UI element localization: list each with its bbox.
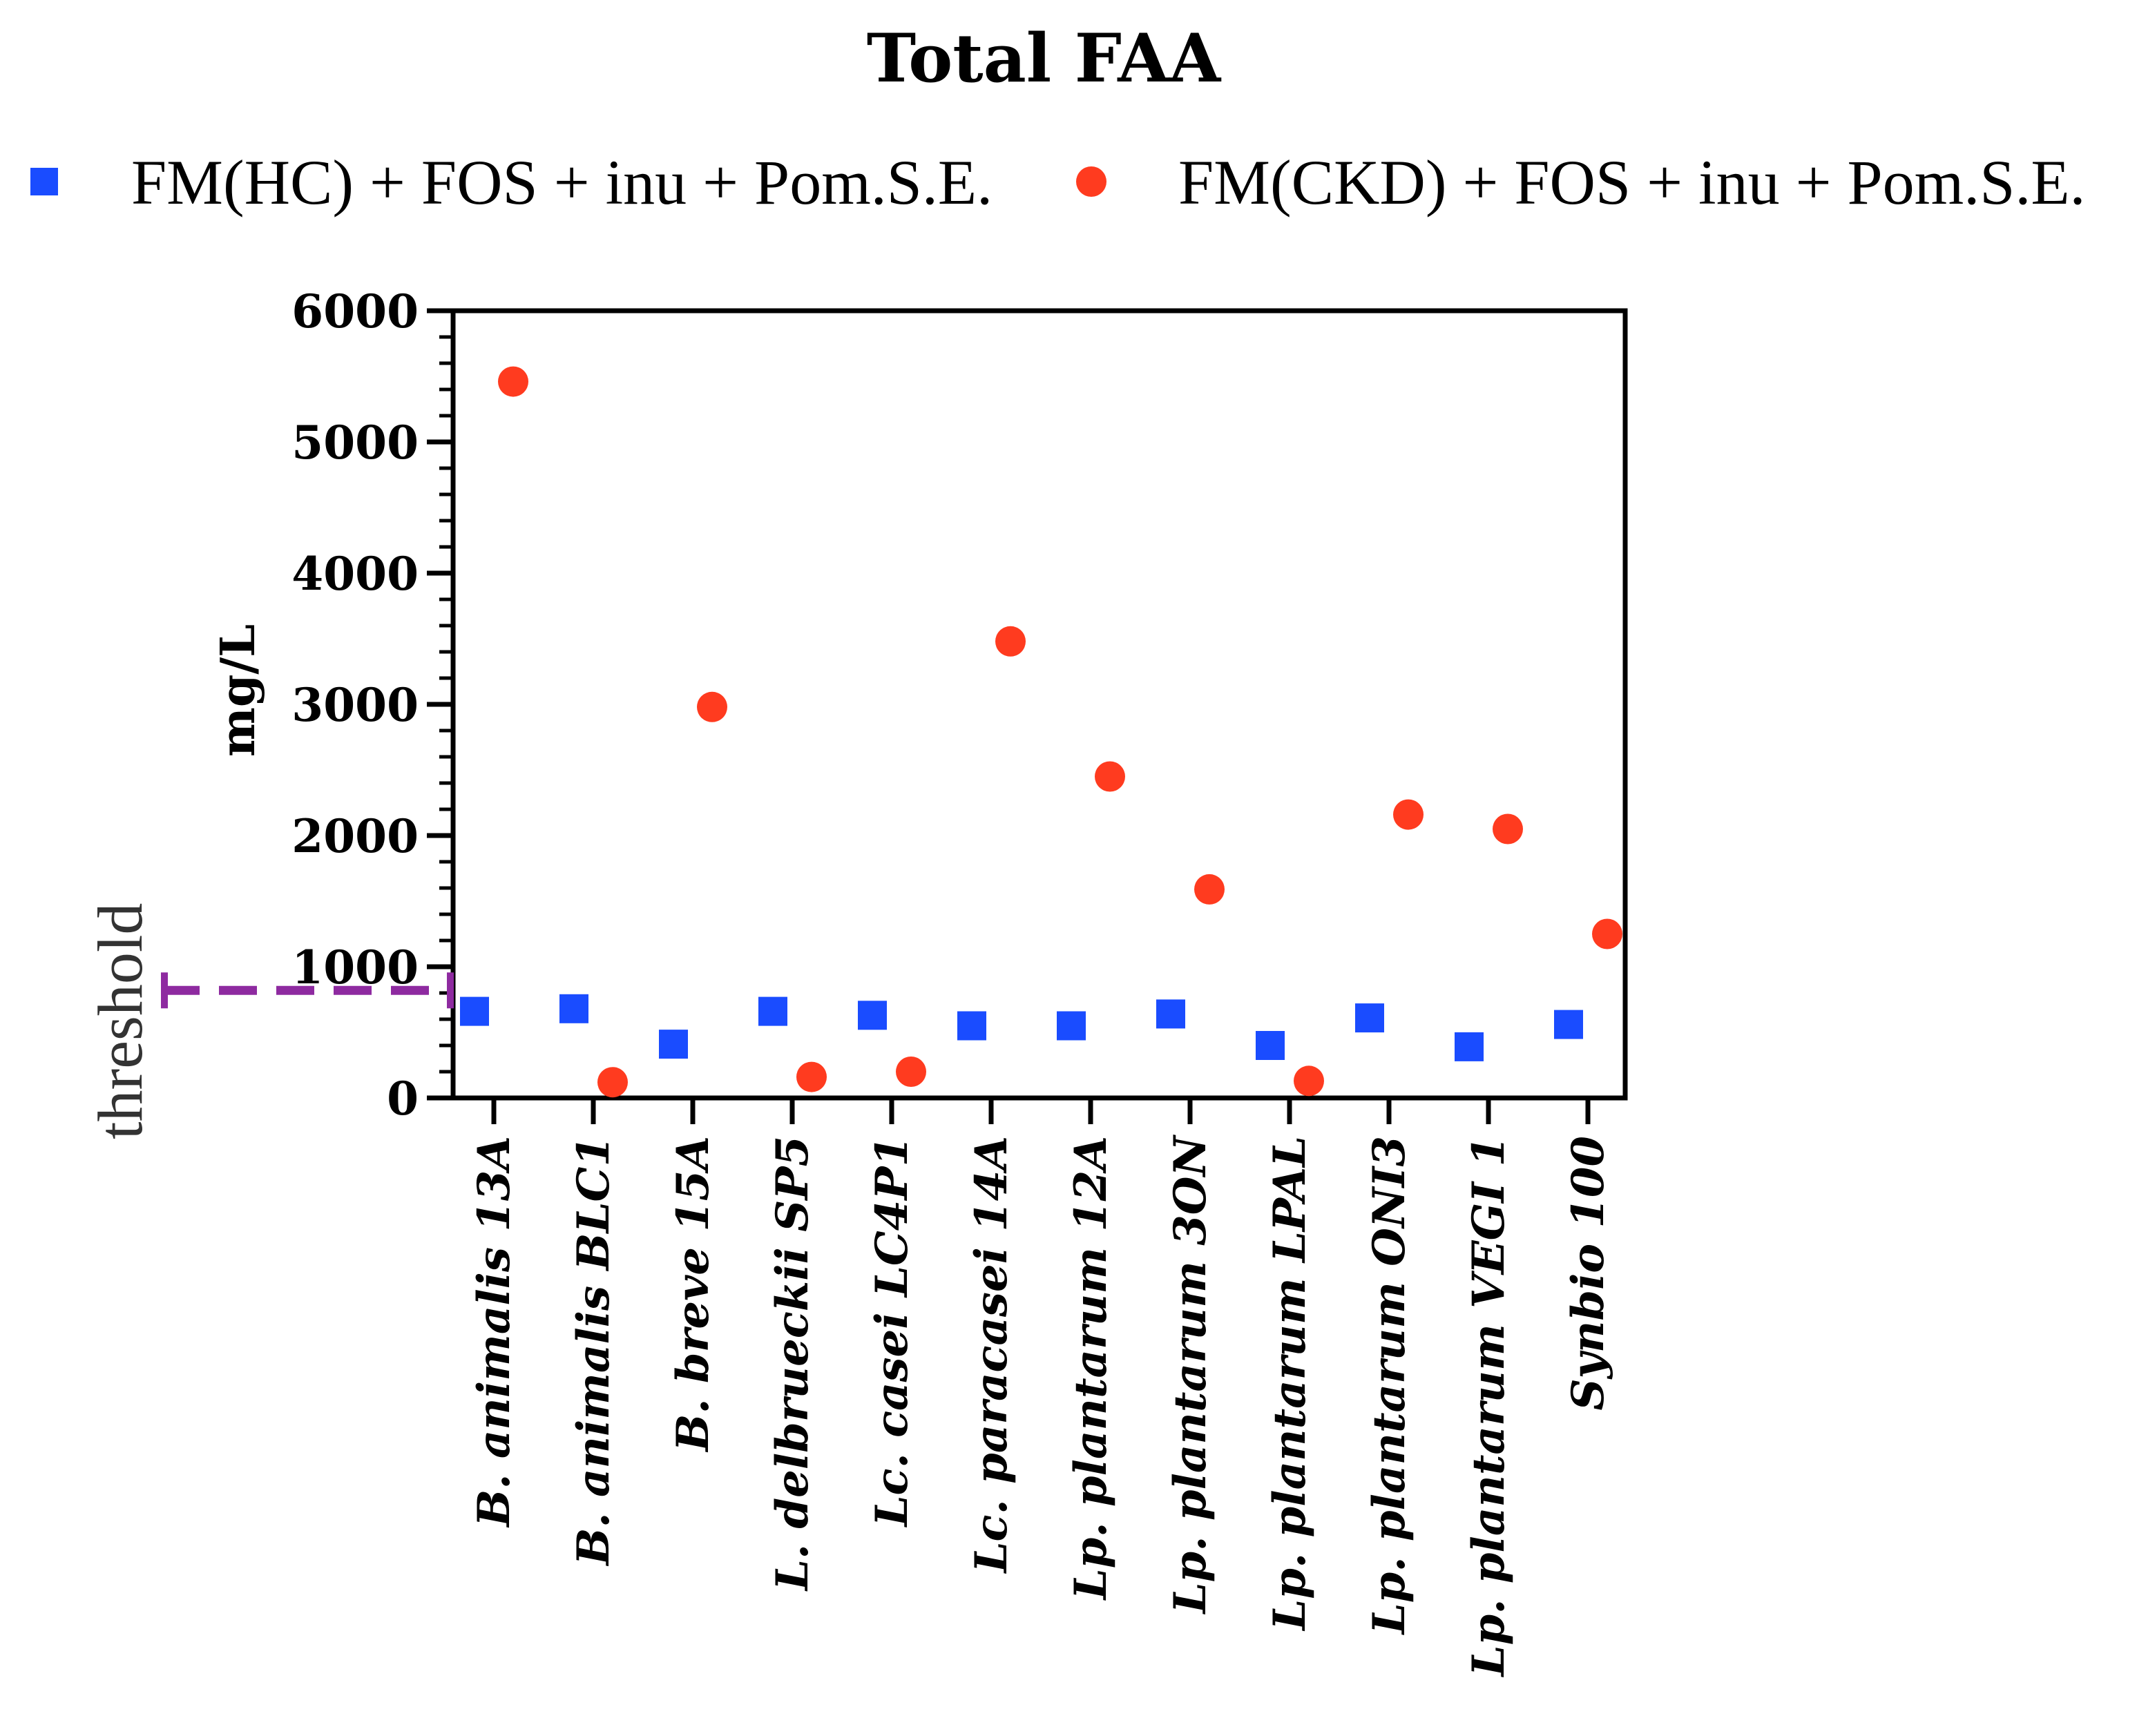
x-tick-label: Lp. plantarum 12A xyxy=(1065,1136,1117,1601)
point-ckd-1 xyxy=(498,366,528,397)
x-tick-label: Lp. plantarum LPAL xyxy=(1264,1136,1316,1632)
point-ckd-4 xyxy=(796,1061,827,1092)
point-ckd-5 xyxy=(896,1057,926,1087)
y-axis: 0 1000 2000 3000 4000 5000 6000 xyxy=(291,284,453,1126)
legend-marker-ckd xyxy=(1076,166,1106,197)
point-ckd-11 xyxy=(1493,813,1523,845)
point-hc-4 xyxy=(758,996,787,1026)
y-tick-label: 6000 xyxy=(291,284,419,338)
y-tick-label: 3000 xyxy=(291,678,419,732)
x-tick-label: Lp. plantarum 3ON xyxy=(1165,1135,1216,1615)
legend-label-ckd: FM(CKD) + FOS + inu + Pom.S.E. xyxy=(1178,147,2086,218)
x-tick-label: B. animalis BLC1 xyxy=(568,1136,620,1567)
point-hc-6 xyxy=(957,1011,986,1041)
y-axis-label: mg/L xyxy=(211,624,266,757)
x-tick-label: B. breve 15A xyxy=(667,1136,719,1453)
x-tick-label: Lp. plantarum ONI3 xyxy=(1363,1136,1415,1635)
x-tick-label: L. delbrueckii SP5 xyxy=(767,1136,818,1592)
x-tick-label: Lc. paracasei 14A xyxy=(966,1136,1017,1574)
legend: FM(HC) + FOS + inu + Pom.S.E. FM(CKD) + … xyxy=(30,147,2086,218)
y-tick-label: 4000 xyxy=(291,547,419,601)
x-tick-label: B. animalis 13A xyxy=(468,1136,520,1528)
y-tick-label: 2000 xyxy=(291,809,419,863)
x-tick-label: Synbio 100 xyxy=(1562,1136,1614,1411)
point-hc-8 xyxy=(1156,999,1185,1029)
point-ckd-2 xyxy=(597,1067,628,1098)
point-hc-12 xyxy=(1554,1010,1583,1039)
point-hc-3 xyxy=(659,1030,688,1059)
threshold-label: threshold xyxy=(85,903,155,1139)
point-ckd-10 xyxy=(1393,799,1424,830)
chart-title: Total FAA xyxy=(867,19,1222,97)
point-ckd-12 xyxy=(1592,918,1622,949)
point-ckd-9 xyxy=(1294,1065,1324,1097)
point-hc-7 xyxy=(1057,1011,1086,1041)
y-tick-label: 0 xyxy=(387,1072,419,1126)
y-tick-label: 1000 xyxy=(291,941,419,994)
legend-marker-hc xyxy=(30,168,58,195)
point-ckd-6 xyxy=(995,626,1026,657)
point-hc-9 xyxy=(1256,1031,1285,1060)
point-hc-11 xyxy=(1455,1032,1484,1061)
legend-label-hc: FM(HC) + FOS + inu + Pom.S.E. xyxy=(131,147,993,218)
threshold-indicator: threshold xyxy=(85,903,454,1139)
x-tick-label: Lp. plantarum VEGI 1 xyxy=(1463,1136,1515,1678)
point-hc-5 xyxy=(858,1001,887,1030)
plot-frame xyxy=(450,308,1628,1101)
x-axis: B. animalis 13A B. animalis BLC1 B. breve … xyxy=(468,1098,1614,1678)
point-hc-2 xyxy=(559,994,588,1023)
point-hc-10 xyxy=(1355,1003,1384,1033)
x-tick-label: Lc. casei LC4P1 xyxy=(866,1136,918,1527)
point-ckd-8 xyxy=(1194,874,1225,905)
y-tick-label: 5000 xyxy=(291,416,419,470)
point-hc-1 xyxy=(460,996,489,1026)
data-points xyxy=(460,366,1622,1098)
point-ckd-7 xyxy=(1095,761,1125,792)
point-ckd-3 xyxy=(697,691,727,722)
